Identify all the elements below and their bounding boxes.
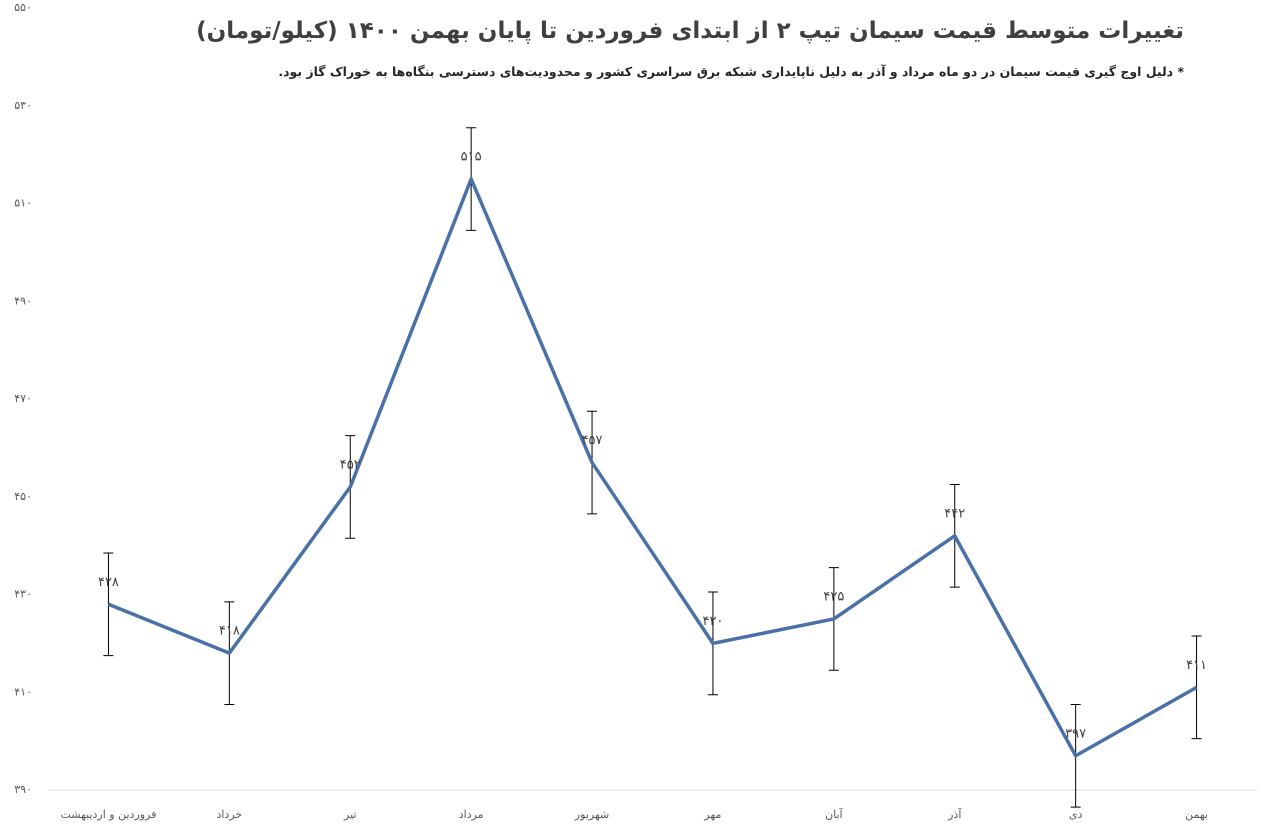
chart-subtitle: * دلیل اوج گیری قیمت سیمان در دو ماه مرد… xyxy=(278,64,1184,79)
y-tick-label: ۴۳۰ xyxy=(14,588,32,601)
data-label: ۴۴۲ xyxy=(944,506,965,521)
x-tick-label: آبان xyxy=(825,807,843,821)
data-label: ۴۲۸ xyxy=(98,575,119,590)
data-label: ۴۲۰ xyxy=(702,614,723,629)
x-tick-label: آذر xyxy=(947,807,962,821)
x-tick-label: شهریور xyxy=(574,808,609,821)
x-tick-label: بهمن xyxy=(1185,808,1208,821)
y-tick-label: ۴۹۰ xyxy=(14,294,32,307)
data-label: ۴۵۷ xyxy=(582,433,603,448)
y-tick-label: ۴۱۰ xyxy=(14,685,32,698)
y-tick-label: ۵۳۰ xyxy=(14,99,32,112)
data-line xyxy=(107,177,1198,758)
data-label: ۴۱۱ xyxy=(1186,658,1207,673)
data-label: ۳۹۷ xyxy=(1065,726,1086,741)
x-tick-label: دی xyxy=(1069,808,1083,821)
x-tick-label: تیر xyxy=(343,808,356,821)
x-tick-label: مرداد xyxy=(459,808,484,821)
x-tick-label: فروردین و اردیبهشت xyxy=(60,808,156,821)
data-label: ۴۵۲ xyxy=(340,457,361,472)
data-label: ۵۱۵ xyxy=(461,150,482,165)
y-tick-label: ۵۱۰ xyxy=(14,197,32,210)
x-tick-label: مهر xyxy=(703,808,721,821)
x-tick-label: خرداد xyxy=(216,808,242,821)
chart-title: تغییرات متوسط قیمت سیمان تیپ ۲ از ابتدای… xyxy=(196,18,1184,44)
data-label: ۴۱۸ xyxy=(219,624,240,639)
y-tick-label: ۴۵۰ xyxy=(14,490,32,503)
y-tick-label: ۳۹۰ xyxy=(14,783,32,796)
data-label: ۴۲۵ xyxy=(823,589,844,604)
y-tick-label: ۵۵۰ xyxy=(14,1,32,14)
y-tick-label: ۴۷۰ xyxy=(14,392,32,405)
